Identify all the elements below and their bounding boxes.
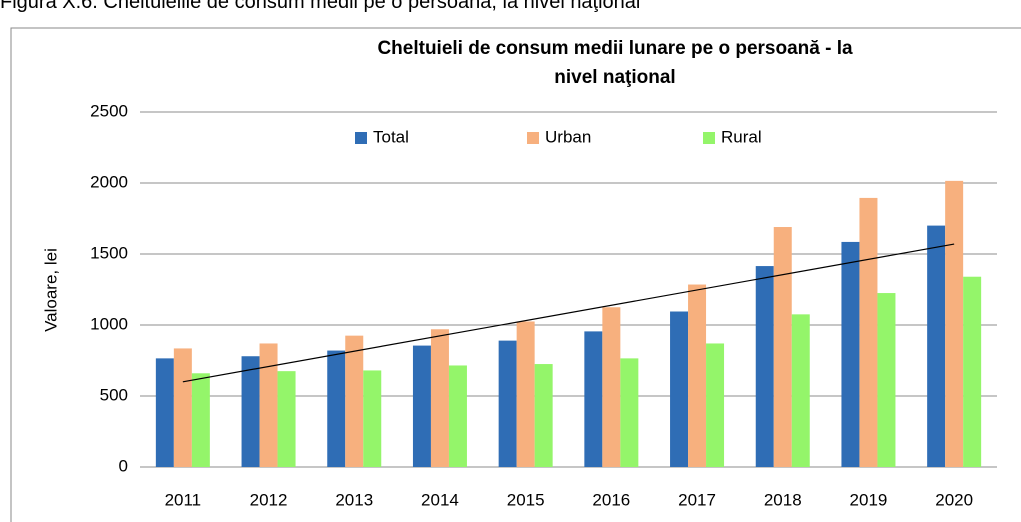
x-tick-label: 2017	[678, 490, 716, 509]
bar	[430, 329, 449, 467]
x-tick-label: 2015	[507, 490, 545, 509]
bar	[877, 293, 896, 467]
x-tick-label: 2012	[250, 490, 288, 509]
x-tick-label: 2011	[165, 490, 202, 509]
x-tick-label: 2013	[335, 490, 373, 509]
bar	[363, 370, 382, 467]
bar	[670, 311, 689, 467]
bar	[241, 356, 260, 467]
legend-label: Urban	[545, 127, 591, 146]
y-tick-label: 1000	[90, 314, 128, 333]
bar	[791, 314, 810, 467]
y-tick-label: 2500	[90, 101, 128, 120]
legend-swatch	[355, 132, 367, 144]
bar	[620, 358, 639, 467]
x-tick-label: 2018	[764, 490, 802, 509]
x-tick-label: 2014	[421, 490, 459, 509]
bar	[327, 350, 346, 467]
bar	[706, 343, 725, 467]
legend-label: Rural	[721, 127, 762, 146]
bar	[516, 321, 535, 467]
bar	[755, 266, 774, 467]
bar	[773, 227, 792, 467]
bar	[584, 331, 603, 467]
legend-label: Total	[373, 127, 409, 146]
y-tick-label: 2000	[90, 172, 128, 191]
chart-title: Cheltuieli de consum medii lunare pe o p…	[377, 38, 853, 88]
legend-swatch	[527, 132, 539, 144]
trendline	[182, 243, 955, 383]
bar	[534, 364, 553, 467]
caption: Figura X.6. Cheltuielile de consum medii…	[0, 0, 641, 13]
bar	[859, 197, 878, 467]
bar	[155, 358, 174, 467]
bar	[448, 365, 467, 467]
bar	[277, 371, 296, 467]
x-tick-label: 2020	[935, 490, 973, 509]
bar	[963, 276, 982, 467]
y-tick-label: 1500	[90, 243, 128, 262]
bar	[498, 340, 517, 467]
bar	[259, 343, 278, 467]
x-tick-label: 2019	[850, 490, 888, 509]
bar	[345, 335, 364, 467]
bar	[173, 348, 192, 467]
y-tick-label: 0	[119, 456, 128, 475]
legend-swatch	[703, 132, 715, 144]
chart-border	[10, 27, 1021, 522]
bar	[191, 373, 210, 467]
bar	[412, 345, 431, 467]
bar	[602, 307, 621, 467]
x-tick-label: 2016	[592, 490, 630, 509]
bar	[945, 180, 964, 467]
bar	[927, 225, 946, 467]
y-tick-label: 500	[100, 385, 128, 404]
y-axis-label: Valoare, lei	[41, 248, 60, 332]
bar	[688, 284, 707, 467]
bar	[841, 241, 860, 467]
